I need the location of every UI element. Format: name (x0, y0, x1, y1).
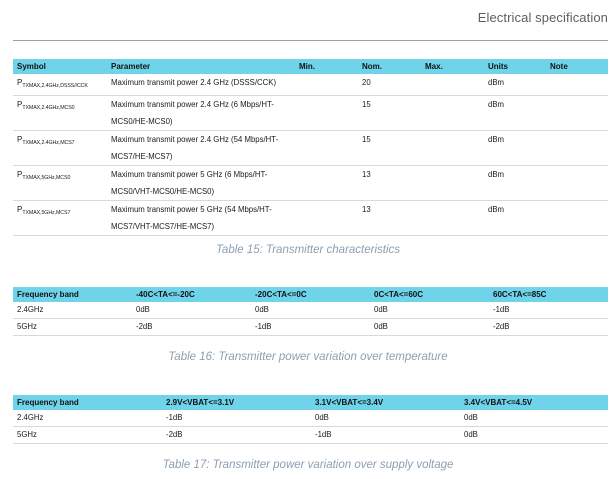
note-cell (546, 200, 608, 236)
note-cell (546, 95, 608, 131)
value-cell: -1dB (489, 302, 608, 319)
units-cell: dBm (484, 200, 546, 236)
min-cell (295, 165, 358, 201)
nom-cell: 13 (358, 200, 421, 236)
header-divider (13, 40, 608, 41)
table-header-row: Frequency band 2.9V<VBAT<=3.1V 3.1V<VBAT… (13, 395, 608, 410)
table-row: 2.4GHz -1dB 0dB 0dB (13, 410, 608, 427)
frequency-band-cell: 2.4GHz (13, 302, 132, 319)
power-variation-voltage-table: Frequency band 2.9V<VBAT<=3.1V 3.1V<VBAT… (13, 395, 608, 444)
min-cell (295, 74, 358, 96)
column-header-nom: Nom. (358, 59, 421, 74)
column-header-temp-range-1: -40C<TA<=-20C (132, 287, 251, 302)
frequency-band-cell: 5GHz (13, 318, 132, 336)
table-row: 2.4GHz 0dB 0dB 0dB -1dB (13, 302, 608, 319)
units-cell: dBm (484, 165, 546, 201)
column-header-max: Max. (421, 59, 484, 74)
value-cell: 0dB (132, 302, 251, 319)
table-row: PTXMAX,5GHz,MCS0 Maximum transmit power … (13, 165, 608, 201)
units-cell: dBm (484, 95, 546, 131)
parameter-cell: Maximum transmit power 5 GHz (6 Mbps/HT-… (107, 165, 295, 201)
parameter-cell: Maximum transmit power 2.4 GHz (DSSS/CCK… (107, 74, 295, 96)
table-row: PTXMAX,2.4GHz,MCS7 Maximum transmit powe… (13, 130, 608, 166)
column-header-min: Min. (295, 59, 358, 74)
table-row: PTXMAX,2.4GHz,MCS0 Maximum transmit powe… (13, 95, 608, 131)
column-header-vbat-range-1: 2.9V<VBAT<=3.1V (162, 395, 311, 410)
symbol-cell: PTXMAX,2.4GHz,DSSS//CCK (13, 74, 107, 96)
column-header-frequency-band: Frequency band (13, 287, 132, 302)
min-cell (295, 130, 358, 166)
table-17-caption: Table 17: Transmitter power variation ov… (162, 459, 454, 471)
table-header-row: Frequency band -40C<TA<=-20C -20C<TA<=0C… (13, 287, 608, 302)
max-cell (421, 130, 484, 166)
column-header-vbat-range-2: 3.1V<VBAT<=3.4V (311, 395, 460, 410)
parameter-cell: Maximum transmit power 2.4 GHz (54 Mbps/… (107, 130, 295, 166)
value-cell: -2dB (489, 318, 608, 336)
transmitter-characteristics-table: Symbol Parameter Min. Nom. Max. Units No… (13, 59, 608, 236)
value-cell: 0dB (370, 318, 489, 336)
frequency-band-cell: 2.4GHz (13, 410, 162, 427)
note-cell (546, 165, 608, 201)
symbol-cell: PTXMAX,2.4GHz,MCS0 (13, 95, 107, 131)
parameter-cell: Maximum transmit power 2.4 GHz (6 Mbps/H… (107, 95, 295, 131)
power-variation-temperature-table: Frequency band -40C<TA<=-20C -20C<TA<=0C… (13, 287, 608, 336)
nom-cell: 20 (358, 74, 421, 96)
column-header-note: Note (546, 59, 608, 74)
table-16-caption: Table 16: Transmitter power variation ov… (168, 351, 448, 363)
value-cell: -1dB (251, 318, 370, 336)
value-cell: 0dB (311, 410, 460, 427)
table-row: 5GHz -2dB -1dB 0dB -2dB (13, 318, 608, 336)
nom-cell: 15 (358, 95, 421, 131)
value-cell: 0dB (370, 302, 489, 319)
table-row: 5GHz -2dB -1dB 0dB (13, 426, 608, 444)
units-cell: dBm (484, 74, 546, 96)
units-cell: dBm (484, 130, 546, 166)
note-cell (546, 74, 608, 96)
column-header-units: Units (484, 59, 546, 74)
symbol-cell: PTXMAX,5GHz,MCS0 (13, 165, 107, 201)
table-row: PTXMAX,2.4GHz,DSSS//CCK Maximum transmit… (13, 74, 608, 96)
value-cell: 0dB (251, 302, 370, 319)
parameter-cell: Maximum transmit power 5 GHz (54 Mbps/HT… (107, 200, 295, 236)
column-header-temp-range-4: 60C<TA<=85C (489, 287, 608, 302)
symbol-cell: PTXMAX,5GHz,MCS7 (13, 200, 107, 236)
value-cell: -1dB (162, 410, 311, 427)
value-cell: 0dB (460, 410, 608, 427)
max-cell (421, 74, 484, 96)
min-cell (295, 95, 358, 131)
max-cell (421, 165, 484, 201)
value-cell: 0dB (460, 426, 608, 444)
min-cell (295, 200, 358, 236)
column-header-vbat-range-3: 3.4V<VBAT<=4.5V (460, 395, 608, 410)
value-cell: -2dB (162, 426, 311, 444)
column-header-symbol: Symbol (13, 59, 107, 74)
frequency-band-cell: 5GHz (13, 426, 162, 444)
max-cell (421, 95, 484, 131)
column-header-temp-range-2: -20C<TA<=0C (251, 287, 370, 302)
value-cell: -2dB (132, 318, 251, 336)
symbol-cell: PTXMAX,2.4GHz,MCS7 (13, 130, 107, 166)
nom-cell: 15 (358, 130, 421, 166)
column-header-parameter: Parameter (107, 59, 295, 74)
note-cell (546, 130, 608, 166)
column-header-temp-range-3: 0C<TA<=60C (370, 287, 489, 302)
table-15-caption: Table 15: Transmitter characteristics (215, 244, 401, 256)
column-header-frequency-band: Frequency band (13, 395, 162, 410)
page-header-title: Electrical specification (477, 10, 608, 25)
nom-cell: 13 (358, 165, 421, 201)
table-row: PTXMAX,5GHz,MCS7 Maximum transmit power … (13, 200, 608, 236)
max-cell (421, 200, 484, 236)
table-header-row: Symbol Parameter Min. Nom. Max. Units No… (13, 59, 608, 74)
value-cell: -1dB (311, 426, 460, 444)
